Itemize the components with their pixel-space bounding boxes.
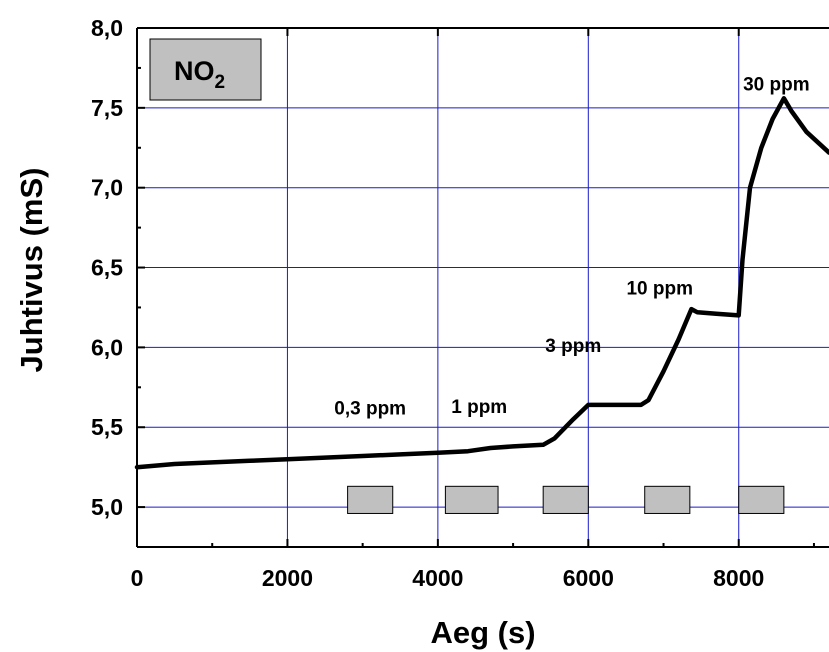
- legend: NO2: [149, 38, 262, 101]
- gas-pulses: [347, 485, 785, 514]
- concentration-annotation: 0,3 ppm: [334, 398, 406, 419]
- y-tick-label: 6,5: [91, 255, 123, 281]
- x-axis-title: Aeg (s): [430, 615, 535, 650]
- grid: [137, 27, 829, 547]
- gas-pulse-bar: [738, 485, 785, 514]
- gas-pulse-bar: [444, 485, 499, 514]
- concentration-annotation: 10 ppm: [626, 279, 693, 300]
- annotations: 0,3 ppm 1 ppm 3 ppm 10 ppm 30 ppm: [334, 74, 809, 419]
- y-tick-label: 7,5: [91, 95, 123, 121]
- concentration-annotation: 3 ppm: [545, 336, 601, 357]
- ticks: 0 2000 4000 6000 8000 5,0 5,5 6,0 6,5 7,0 7,5 8,0: [91, 15, 815, 591]
- legend-label-main: NO: [174, 56, 215, 86]
- y-tick-label: 7,0: [91, 175, 123, 201]
- y-axis-title: Juhtivus (mS): [14, 168, 49, 373]
- x-tick-label: 2000: [262, 565, 313, 591]
- concentration-annotation: 1 ppm: [451, 397, 507, 418]
- legend-label: NO2: [174, 56, 225, 93]
- legend-box: [149, 38, 262, 101]
- y-tick-label: 5,5: [91, 414, 123, 440]
- concentration-annotation: 30 ppm: [743, 74, 810, 95]
- x-tick-label: 4000: [412, 565, 463, 591]
- y-tick-label: 5,0: [91, 494, 123, 520]
- axes: [136, 27, 829, 548]
- x-tick-label: 8000: [713, 565, 764, 591]
- x-tick-label: 0: [131, 565, 144, 591]
- y-tick-label: 6,0: [91, 334, 123, 360]
- gas-pulse-bar: [644, 485, 691, 514]
- series-line: [134, 96, 829, 470]
- legend-label-subscript: 2: [215, 72, 226, 93]
- gas-pulse-bar: [542, 485, 589, 514]
- y-tick-label: 8,0: [91, 15, 123, 41]
- gas-pulse-bar: [347, 485, 394, 514]
- x-tick-label: 6000: [563, 565, 614, 591]
